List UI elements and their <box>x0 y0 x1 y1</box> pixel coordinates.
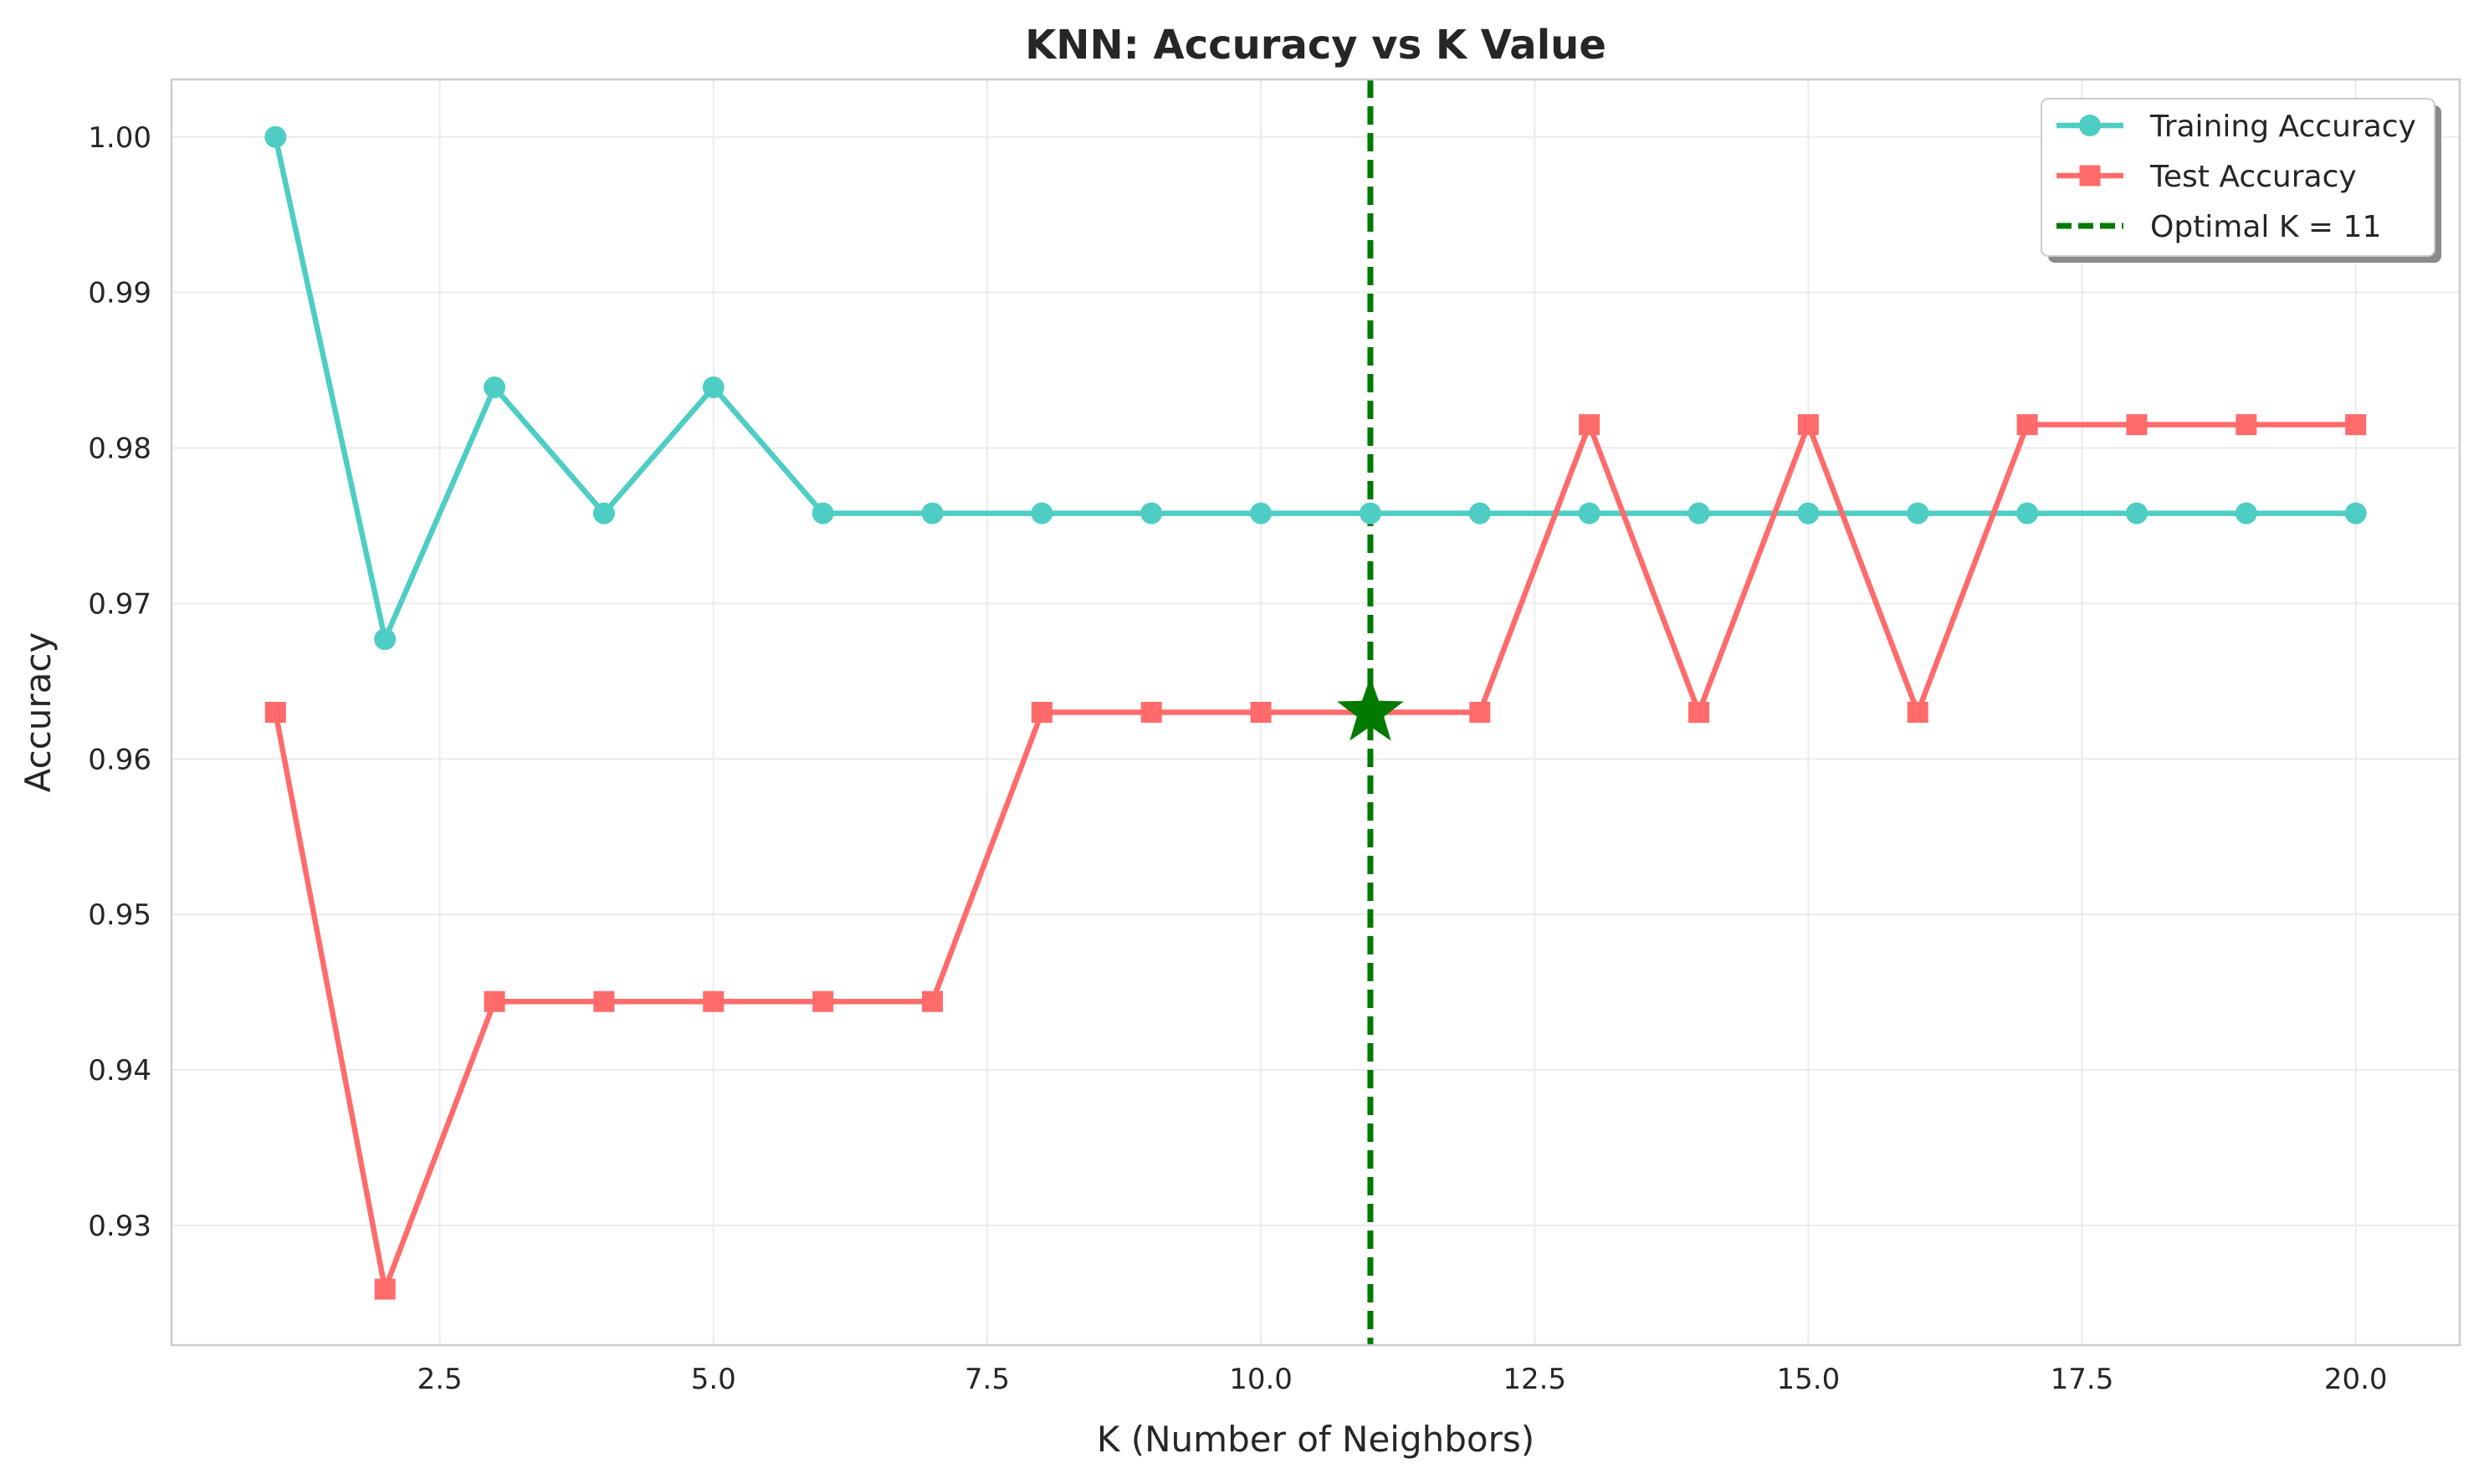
data-point <box>1140 502 1163 525</box>
y-tick-label: 0.99 <box>88 277 151 310</box>
x-axis-ticks: 2.5 5.0 7.5 10.0 12.5 15.0 17.5 20.0 <box>417 1363 2388 1396</box>
data-point <box>2016 502 2039 525</box>
y-tick-label: 0.97 <box>88 587 151 621</box>
data-point <box>2126 414 2148 436</box>
x-tick-label: 2.5 <box>417 1363 463 1396</box>
legend-entry-label: Training Accuracy <box>2149 110 2416 144</box>
data-point <box>1250 502 1273 525</box>
data-point <box>2125 502 2148 525</box>
series-layer <box>264 125 2367 1300</box>
data-point <box>1468 502 1491 525</box>
data-point <box>1688 502 1710 525</box>
x-tick-label: 12.5 <box>1503 1363 1566 1396</box>
y-axis-ticks: 0.93 0.94 0.95 0.96 0.97 0.98 0.99 1.00 <box>88 121 151 1243</box>
x-tick-label: 5.0 <box>691 1363 736 1396</box>
x-tick-label: 17.5 <box>2051 1363 2114 1396</box>
data-point <box>374 628 397 651</box>
data-point <box>812 990 834 1012</box>
x-tick-label: 10.0 <box>1229 1363 1293 1396</box>
series-training <box>264 125 2367 651</box>
optimal-star-marker <box>1337 677 1404 741</box>
data-point <box>1688 702 1710 723</box>
data-point <box>264 702 286 723</box>
y-tick-label: 1.00 <box>88 121 151 155</box>
data-point <box>1907 502 1929 525</box>
data-point <box>2016 414 2038 436</box>
x-tick-label: 7.5 <box>965 1363 1010 1396</box>
data-point <box>2345 414 2367 436</box>
data-point <box>592 502 615 525</box>
data-point <box>702 376 725 399</box>
data-point <box>1907 702 1928 723</box>
y-tick-label: 0.95 <box>88 898 151 932</box>
data-point <box>593 990 615 1012</box>
data-point <box>1140 702 1162 723</box>
data-point <box>374 1278 396 1300</box>
y-tick-label: 0.94 <box>88 1054 151 1087</box>
data-point <box>921 990 943 1012</box>
legend-entry-label: Optimal K = 11 <box>2150 210 2381 244</box>
data-point <box>1250 702 1272 723</box>
data-point <box>703 990 725 1012</box>
y-axis-label: Accuracy <box>18 632 59 793</box>
legend-marker <box>2079 115 2101 136</box>
optimal-marker-layer <box>1337 677 1404 741</box>
x-tick-label: 20.0 <box>2324 1363 2388 1396</box>
data-point <box>484 990 505 1012</box>
data-point <box>264 125 287 148</box>
chart-title: KNN: Accuracy vs K Value <box>1025 22 1606 69</box>
data-point <box>2235 502 2257 525</box>
data-point <box>2236 414 2257 436</box>
data-point <box>1031 702 1052 723</box>
data-point <box>812 502 834 525</box>
y-tick-label: 0.98 <box>88 432 151 466</box>
x-axis-label: K (Number of Neighbors) <box>1097 1419 1534 1460</box>
legend-entry-label: Test Accuracy <box>2149 160 2357 194</box>
data-point <box>1469 702 1491 723</box>
data-point <box>921 502 944 525</box>
data-point <box>1797 414 1819 436</box>
data-point <box>1359 502 1381 525</box>
y-tick-label: 0.93 <box>88 1210 151 1243</box>
legend: Training Accuracy Test Accuracy Optimal K … <box>2041 98 2441 263</box>
legend-marker <box>2079 165 2101 187</box>
series-test <box>264 414 2367 1300</box>
x-tick-label: 15.0 <box>1777 1363 1841 1396</box>
data-point <box>1031 502 1053 525</box>
plot-area-frame <box>170 78 2461 1347</box>
y-tick-label: 0.96 <box>88 743 151 776</box>
data-point <box>2344 502 2367 525</box>
series-line <box>273 136 2356 642</box>
data-point <box>484 376 506 399</box>
series-line <box>273 422 2356 1292</box>
grid <box>172 79 2460 1345</box>
legend-box <box>2041 98 2435 257</box>
data-point <box>1578 502 1601 525</box>
data-point <box>1797 502 1820 525</box>
data-point <box>1579 414 1601 436</box>
